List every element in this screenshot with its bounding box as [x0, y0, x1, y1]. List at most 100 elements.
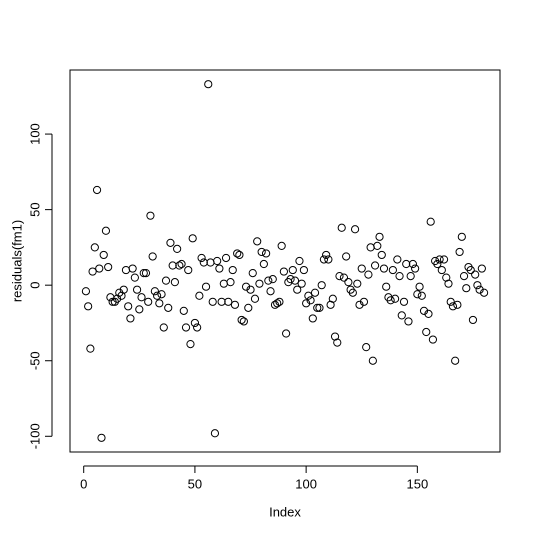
- point: [310, 288, 320, 297]
- point: [164, 303, 173, 312]
- point: [306, 296, 315, 305]
- point: [224, 297, 233, 306]
- point: [297, 279, 306, 288]
- point: [317, 281, 326, 290]
- point: [370, 261, 380, 270]
- point: [166, 238, 175, 247]
- point: [417, 291, 426, 300]
- point: [277, 241, 286, 250]
- point: [364, 270, 373, 279]
- point: [246, 285, 255, 294]
- point: [357, 264, 366, 273]
- point: [108, 297, 117, 306]
- point: [146, 211, 155, 220]
- point: [255, 279, 264, 288]
- point: [141, 268, 151, 278]
- point: [257, 247, 266, 257]
- point: [348, 288, 357, 297]
- point: [208, 297, 217, 306]
- point: [217, 297, 226, 306]
- point: [173, 244, 182, 254]
- point: [377, 250, 386, 260]
- point: [221, 253, 231, 263]
- point: [279, 267, 288, 276]
- point: [239, 317, 248, 326]
- point: [313, 303, 322, 312]
- point: [406, 272, 415, 281]
- point: [179, 306, 188, 315]
- point: [270, 300, 280, 309]
- point: [299, 265, 309, 275]
- y-axis-label: residuals(fm1): [9, 220, 24, 302]
- point: [157, 290, 166, 299]
- point: [422, 327, 431, 337]
- point: [261, 249, 271, 258]
- point: [139, 268, 148, 278]
- point: [106, 293, 115, 302]
- point: [193, 323, 202, 332]
- point: [121, 265, 131, 275]
- point: [333, 338, 342, 347]
- point: [170, 278, 179, 287]
- y-tick-label: -100: [27, 423, 42, 449]
- point: [168, 261, 177, 270]
- point: [402, 259, 411, 269]
- point: [197, 253, 206, 263]
- x-tick-label: 0: [80, 476, 87, 491]
- point: [213, 256, 222, 266]
- point: [419, 306, 429, 315]
- point: [359, 297, 369, 306]
- point: [342, 252, 351, 261]
- point: [259, 259, 268, 269]
- point: [466, 265, 475, 275]
- x-tick-label: 100: [295, 476, 317, 491]
- point: [219, 279, 228, 288]
- x-axis-label: Index: [269, 504, 301, 519]
- point: [408, 259, 417, 269]
- y-tick-label: 0: [27, 282, 42, 289]
- y-tick-label: -50: [27, 351, 42, 370]
- point: [88, 267, 97, 276]
- point: [210, 429, 220, 438]
- point: [95, 264, 104, 273]
- point: [233, 249, 242, 258]
- point: [288, 265, 297, 275]
- point: [393, 255, 402, 264]
- point: [86, 344, 95, 353]
- point: [397, 311, 406, 320]
- point: [391, 294, 400, 303]
- point: [404, 317, 413, 326]
- point: [266, 287, 275, 296]
- point: [273, 299, 282, 308]
- point: [226, 278, 235, 287]
- point: [319, 255, 329, 264]
- point: [368, 356, 377, 365]
- point: [144, 297, 153, 306]
- point: [195, 291, 204, 300]
- point: [373, 241, 382, 250]
- point: [181, 323, 191, 332]
- point: [159, 323, 168, 332]
- point: [415, 282, 424, 291]
- y-tick-label: 50: [27, 202, 42, 216]
- point: [428, 335, 438, 344]
- point: [462, 284, 471, 293]
- point: [264, 276, 273, 285]
- plot-frame: [69, 69, 501, 453]
- point: [286, 275, 295, 284]
- point: [468, 315, 478, 325]
- point: [188, 234, 197, 243]
- point: [335, 272, 344, 281]
- point: [446, 297, 455, 306]
- point: [424, 309, 433, 318]
- point: [241, 282, 251, 291]
- point: [388, 265, 397, 275]
- point: [308, 314, 317, 323]
- point: [475, 285, 484, 294]
- point: [339, 273, 349, 282]
- point: [248, 268, 257, 278]
- point: [204, 80, 213, 89]
- point: [237, 315, 246, 325]
